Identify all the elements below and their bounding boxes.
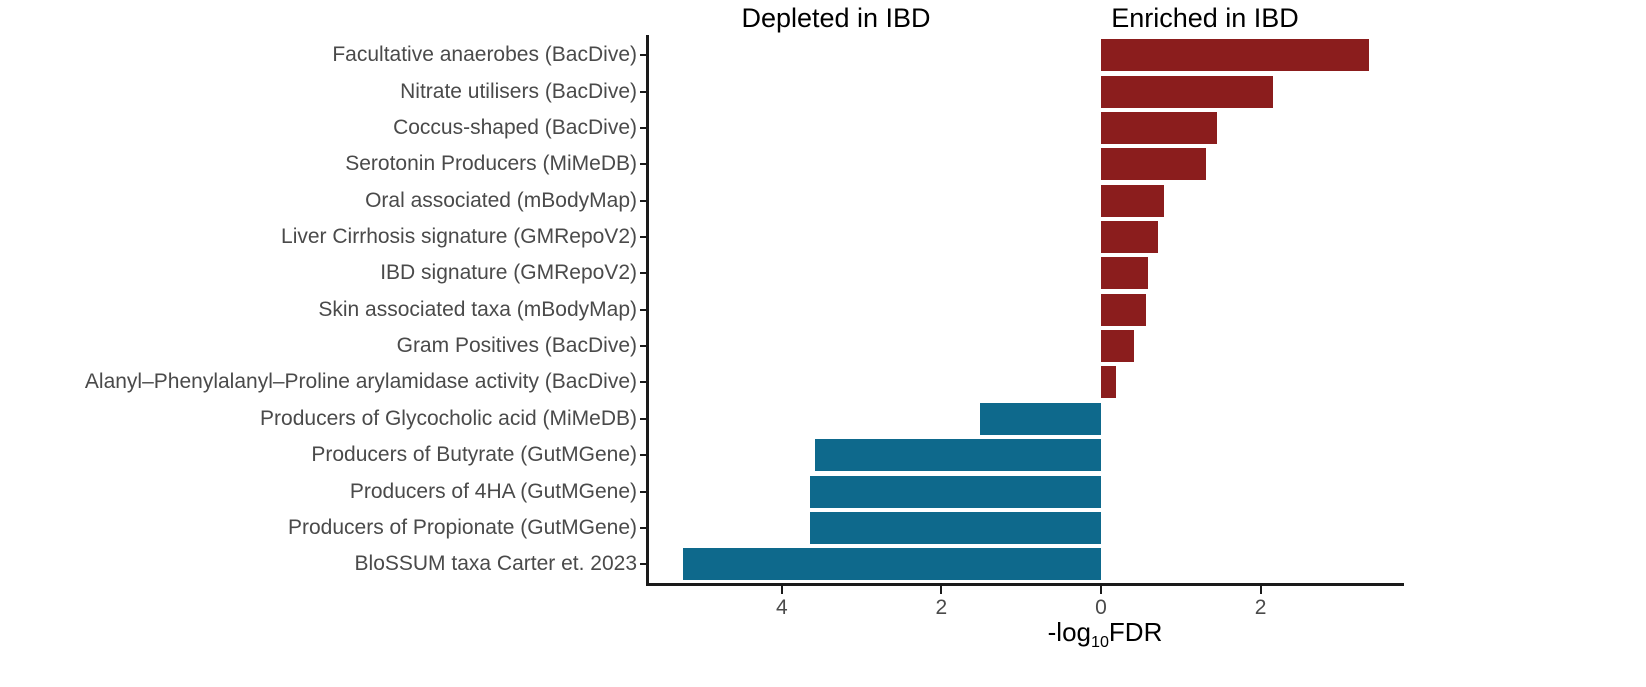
y-axis-tick-mark bbox=[640, 54, 646, 57]
y-axis-tick-mark bbox=[640, 381, 646, 384]
x-axis-tick-mark bbox=[780, 586, 783, 594]
y-axis-tick-mark bbox=[640, 127, 646, 129]
plot-panel bbox=[646, 35, 1404, 586]
bar-enriched bbox=[1101, 293, 1147, 326]
x-axis-title: -log10FDR bbox=[1047, 617, 1163, 651]
y-axis-tick-mark bbox=[640, 345, 646, 348]
y-axis-label: Serotonin Producers (MiMeDB) bbox=[345, 152, 637, 176]
bar-enriched bbox=[1101, 39, 1370, 72]
x-axis-tick-label: 0 bbox=[1095, 596, 1107, 619]
y-axis-tick-mark bbox=[640, 90, 646, 93]
y-axis-label: BloSSUM taxa Carter et. 2023 bbox=[354, 552, 637, 576]
enriched-heading: Enriched in IBD bbox=[1111, 3, 1299, 33]
bar-enriched bbox=[1101, 257, 1149, 290]
y-axis-label: Oral associated (mBodyMap) bbox=[365, 188, 637, 212]
y-axis-tick-mark bbox=[640, 236, 646, 239]
x-axis-tick-mark bbox=[1100, 586, 1102, 594]
y-axis-tick-mark bbox=[640, 308, 646, 311]
x-axis-title-prefix: -log bbox=[1047, 617, 1091, 647]
y-axis-label: Producers of 4HA (GutMGene) bbox=[349, 479, 637, 503]
bar-depleted bbox=[814, 439, 1101, 472]
bar-depleted bbox=[682, 548, 1101, 581]
y-axis-label: Alanyl–Phenylalanyl–Proline arylamidase … bbox=[84, 370, 637, 394]
x-axis-tick-mark bbox=[940, 586, 943, 594]
x-axis-tick-mark bbox=[1259, 586, 1262, 594]
y-axis-tick-mark bbox=[640, 454, 646, 457]
y-axis-label: Skin associated taxa (mBodyMap) bbox=[318, 297, 637, 321]
bar-enriched bbox=[1101, 330, 1134, 363]
x-axis-title-suffix: FDR bbox=[1108, 617, 1163, 647]
y-axis-label: Producers of Butyrate (GutMGene) bbox=[311, 443, 637, 467]
depleted-heading: Depleted in IBD bbox=[741, 3, 931, 33]
y-axis-tick-mark bbox=[640, 417, 646, 420]
x-axis-tick-label: 4 bbox=[775, 596, 788, 619]
y-axis-label: Facultative anaerobes (BacDive) bbox=[332, 43, 637, 67]
y-axis-label: Producers of Propionate (GutMGene) bbox=[287, 515, 637, 539]
y-axis-label: Coccus-shaped (BacDive) bbox=[393, 116, 637, 139]
y-axis-tick-mark bbox=[640, 272, 646, 275]
y-axis-tick-mark bbox=[640, 526, 646, 529]
y-axis-label: Nitrate utilisers (BacDive) bbox=[400, 79, 637, 103]
bar-enriched bbox=[1101, 366, 1117, 399]
y-axis-label: Liver Cirrhosis signature (GMRepoV2) bbox=[281, 225, 637, 249]
bar-enriched bbox=[1101, 112, 1217, 144]
x-axis-title-subscript: 10 bbox=[1091, 632, 1109, 651]
bar-depleted bbox=[809, 511, 1101, 544]
bar-depleted bbox=[979, 402, 1101, 435]
bar-enriched bbox=[1101, 184, 1165, 217]
y-axis-label: Gram Positives (BacDive) bbox=[396, 334, 637, 358]
bar-enriched bbox=[1101, 221, 1158, 254]
y-axis-label: Producers of Glycocholic acid (MiMeDB) bbox=[260, 406, 637, 430]
y-axis-tick-mark bbox=[640, 199, 646, 202]
x-axis-tick-label: 2 bbox=[935, 596, 948, 619]
bar-depleted bbox=[809, 475, 1101, 508]
y-axis-tick-mark bbox=[640, 490, 646, 493]
y-axis-tick-mark bbox=[640, 563, 646, 566]
x-axis-tick-label: 2 bbox=[1254, 596, 1267, 619]
bar-enriched bbox=[1101, 148, 1206, 181]
bar-enriched bbox=[1101, 75, 1274, 108]
y-axis-label: IBD signature (GMRepoV2) bbox=[380, 261, 637, 285]
y-axis-tick-mark bbox=[640, 163, 646, 166]
